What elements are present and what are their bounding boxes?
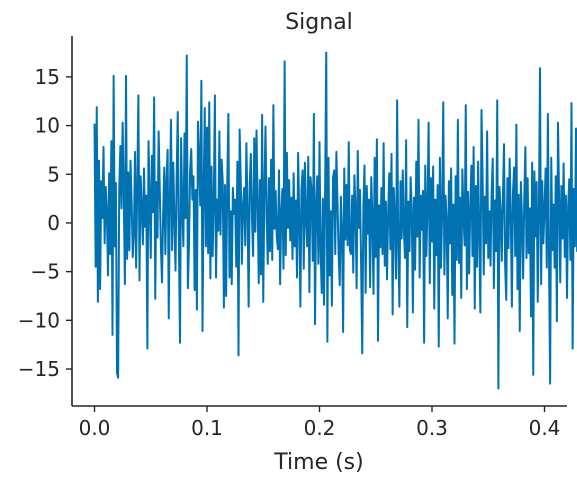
x-tick-label: 0.1 (191, 416, 223, 440)
x-axis-ticks: 0.0 0.1 0.2 0.3 0.4 (79, 406, 561, 440)
y-tick-label: −10 (18, 308, 60, 332)
y-tick-label: 10 (35, 114, 60, 138)
y-tick-label: −5 (31, 260, 60, 284)
plot-area (93, 51, 577, 390)
signal-series-line (93, 51, 577, 390)
y-tick-label: 0 (47, 211, 60, 235)
x-tick-label: 0.3 (416, 416, 448, 440)
y-tick-label: 15 (35, 65, 60, 89)
x-axis-label: Time (s) (273, 450, 363, 475)
y-axis-ticks: −15 −10 −5 0 5 10 15 (18, 65, 72, 381)
x-tick-label: 0.0 (79, 416, 111, 440)
y-tick-label: 5 (47, 162, 60, 186)
y-tick-label: −15 (18, 357, 60, 381)
x-tick-label: 0.2 (304, 416, 336, 440)
x-tick-label: 0.4 (529, 416, 561, 440)
chart-title: Signal (285, 10, 353, 35)
